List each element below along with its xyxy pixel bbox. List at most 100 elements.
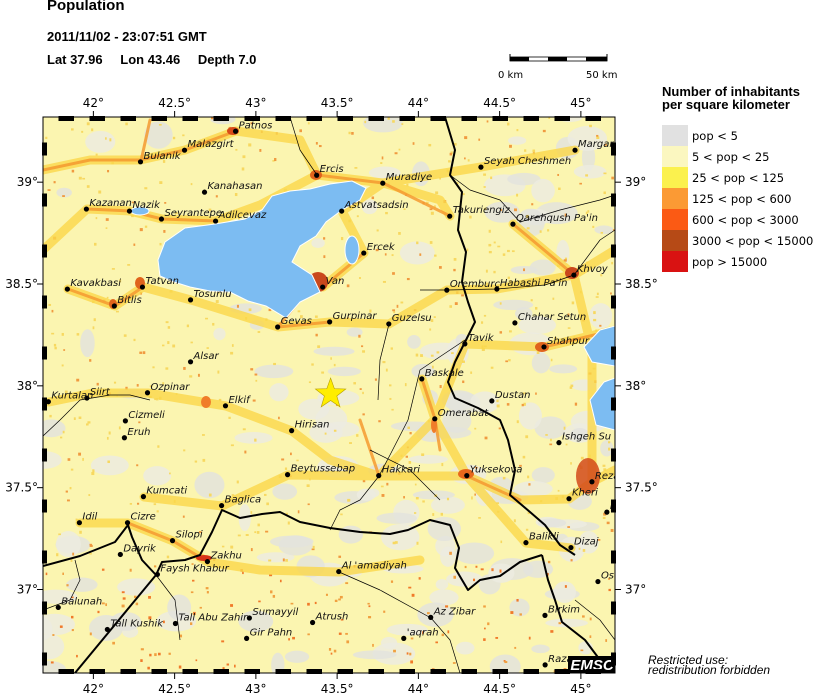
settlement-speckle [78, 416, 82, 419]
settlement-speckle [158, 652, 161, 656]
lat-tick-label-left: 39° [17, 175, 38, 189]
settlement-speckle [190, 622, 193, 626]
settlement-speckle [89, 359, 92, 362]
settlement-speckle [456, 182, 459, 184]
settlement-speckle [190, 591, 194, 594]
city: Balunah [55, 596, 102, 611]
low-density-patch [238, 610, 274, 633]
city-dot-icon [45, 399, 51, 405]
settlement-speckle [535, 392, 537, 395]
settlement-speckle [596, 134, 599, 137]
city: Bitlis [111, 295, 142, 309]
city-label: Yuksekova [470, 465, 523, 476]
settlement-speckle [281, 458, 285, 461]
low-density-patch [442, 409, 472, 433]
settlement-speckle [422, 631, 424, 635]
settlement-speckle [453, 575, 457, 579]
city-dot-icon [464, 473, 470, 479]
city-dot-icon [572, 147, 578, 153]
settlement-speckle [206, 591, 209, 594]
city-label: Van [326, 276, 345, 287]
low-density-patch [284, 650, 310, 663]
city-dot-icon [432, 416, 438, 422]
city-label: Ercis [320, 164, 344, 175]
settlement-speckle [71, 629, 74, 632]
settlement-speckle [154, 653, 157, 657]
settlement-speckle [61, 332, 64, 336]
settlement-speckle [441, 463, 444, 467]
low-density-patch [427, 516, 462, 542]
settlement-speckle [480, 568, 484, 571]
city: Az Zibar [428, 606, 476, 621]
legend-title-line1: Number of inhabitants [662, 84, 800, 99]
settlement-speckle [162, 620, 165, 624]
settlement-speckle [165, 367, 169, 370]
settlement-speckle [431, 365, 434, 369]
settlement-speckle [387, 117, 390, 120]
settlement-speckle [347, 498, 351, 502]
city-dot-icon [512, 320, 518, 326]
settlement-speckle [521, 403, 524, 407]
settlement-speckle [192, 579, 195, 582]
settlement-speckle [139, 351, 143, 354]
settlement-speckle [557, 173, 560, 176]
settlement-speckle [285, 559, 288, 562]
low-density-patch [600, 440, 614, 457]
city-label: Gir Pahn [250, 627, 293, 638]
settlement-speckle [450, 151, 453, 155]
city-dot-icon [386, 321, 392, 327]
city-label: Os [601, 571, 614, 582]
settlement-speckle [569, 386, 573, 389]
city-dot-icon [556, 440, 562, 446]
settlement-speckle [311, 548, 315, 551]
settlement-speckle [241, 167, 245, 171]
lake-van [157, 180, 367, 319]
settlement-speckle [182, 515, 185, 518]
settlement-speckle [356, 215, 359, 218]
legend-item: 125 < pop < 600 [662, 188, 813, 209]
settlement-speckle [454, 142, 457, 146]
settlement-speckle [348, 131, 351, 135]
legend-label: 3000 < pop < 15000 [692, 233, 814, 248]
settlement-speckle [605, 639, 608, 642]
settlement-speckle [139, 228, 143, 232]
settlement-speckle [514, 208, 517, 212]
city: Oremburc [444, 279, 500, 293]
settlement-speckle [506, 403, 510, 406]
settlement-speckle [408, 586, 412, 589]
settlement-speckle [333, 429, 337, 432]
city: Reza [589, 471, 615, 485]
settlement-speckle [121, 591, 125, 594]
epicenter-marker [314, 377, 347, 408]
city-label: Birkim [548, 604, 580, 615]
settlement-speckle [545, 434, 548, 436]
settlement-speckle [564, 585, 567, 588]
low-density-patch [254, 364, 294, 379]
settlement-speckle [264, 493, 267, 496]
lon-tick-label-top: 45° [570, 96, 591, 110]
settlement-speckle [345, 582, 349, 585]
settlement-speckle [86, 423, 89, 426]
city: Cizre [124, 512, 156, 526]
settlement-speckle [338, 278, 342, 281]
settlement-speckle [169, 472, 171, 475]
settlement-speckle [610, 292, 612, 295]
settlement-speckle [414, 483, 417, 486]
settlement-speckle [317, 345, 321, 348]
settlement-speckle [567, 313, 570, 317]
settlement-speckle [66, 584, 69, 587]
settlement-speckle [534, 306, 538, 310]
settlement-speckle [307, 602, 310, 606]
settlement-speckle [346, 640, 350, 644]
low-density-patch [85, 130, 116, 153]
city-dot-icon [84, 395, 90, 401]
settlement-speckle [557, 489, 560, 492]
lon-tick-label-bottom: 44° [408, 682, 429, 694]
settlement-speckle [519, 464, 522, 467]
settlement-speckle [531, 203, 534, 206]
settlement-speckle [136, 464, 139, 467]
settlement-speckle [552, 297, 555, 300]
settlement-speckle [67, 458, 71, 461]
settlement-speckle [50, 661, 54, 664]
settlement-speckle [525, 528, 529, 531]
